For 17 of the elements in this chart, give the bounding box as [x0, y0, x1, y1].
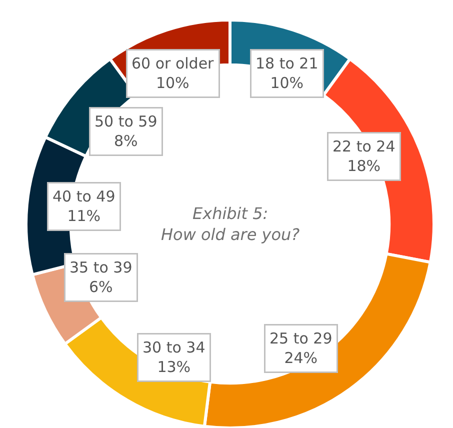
slice-label: 25 to 29	[270, 330, 332, 348]
data-label: 10%	[156, 74, 190, 92]
text: Exhibit 5: How old are you?	[161, 204, 300, 244]
slice-label: 50 to 59	[94, 112, 158, 130]
data-label: 6%	[88, 278, 113, 296]
data-label: 8%	[114, 132, 138, 150]
data-label: 13%	[157, 358, 191, 376]
data-label: 10%	[270, 74, 304, 92]
slice-label: 18 to 21	[256, 54, 318, 72]
data-label: 18%	[347, 157, 381, 175]
slice-label: 22 to 24	[332, 138, 396, 156]
data-label: 11%	[67, 207, 101, 225]
slice-label: 30 to 34	[142, 338, 206, 356]
data-label: 24%	[284, 349, 318, 367]
slice-label: 40 to 49	[52, 188, 116, 206]
slice-label: 35 to 39	[70, 258, 132, 276]
slice-label: 60 or older	[132, 54, 215, 72]
